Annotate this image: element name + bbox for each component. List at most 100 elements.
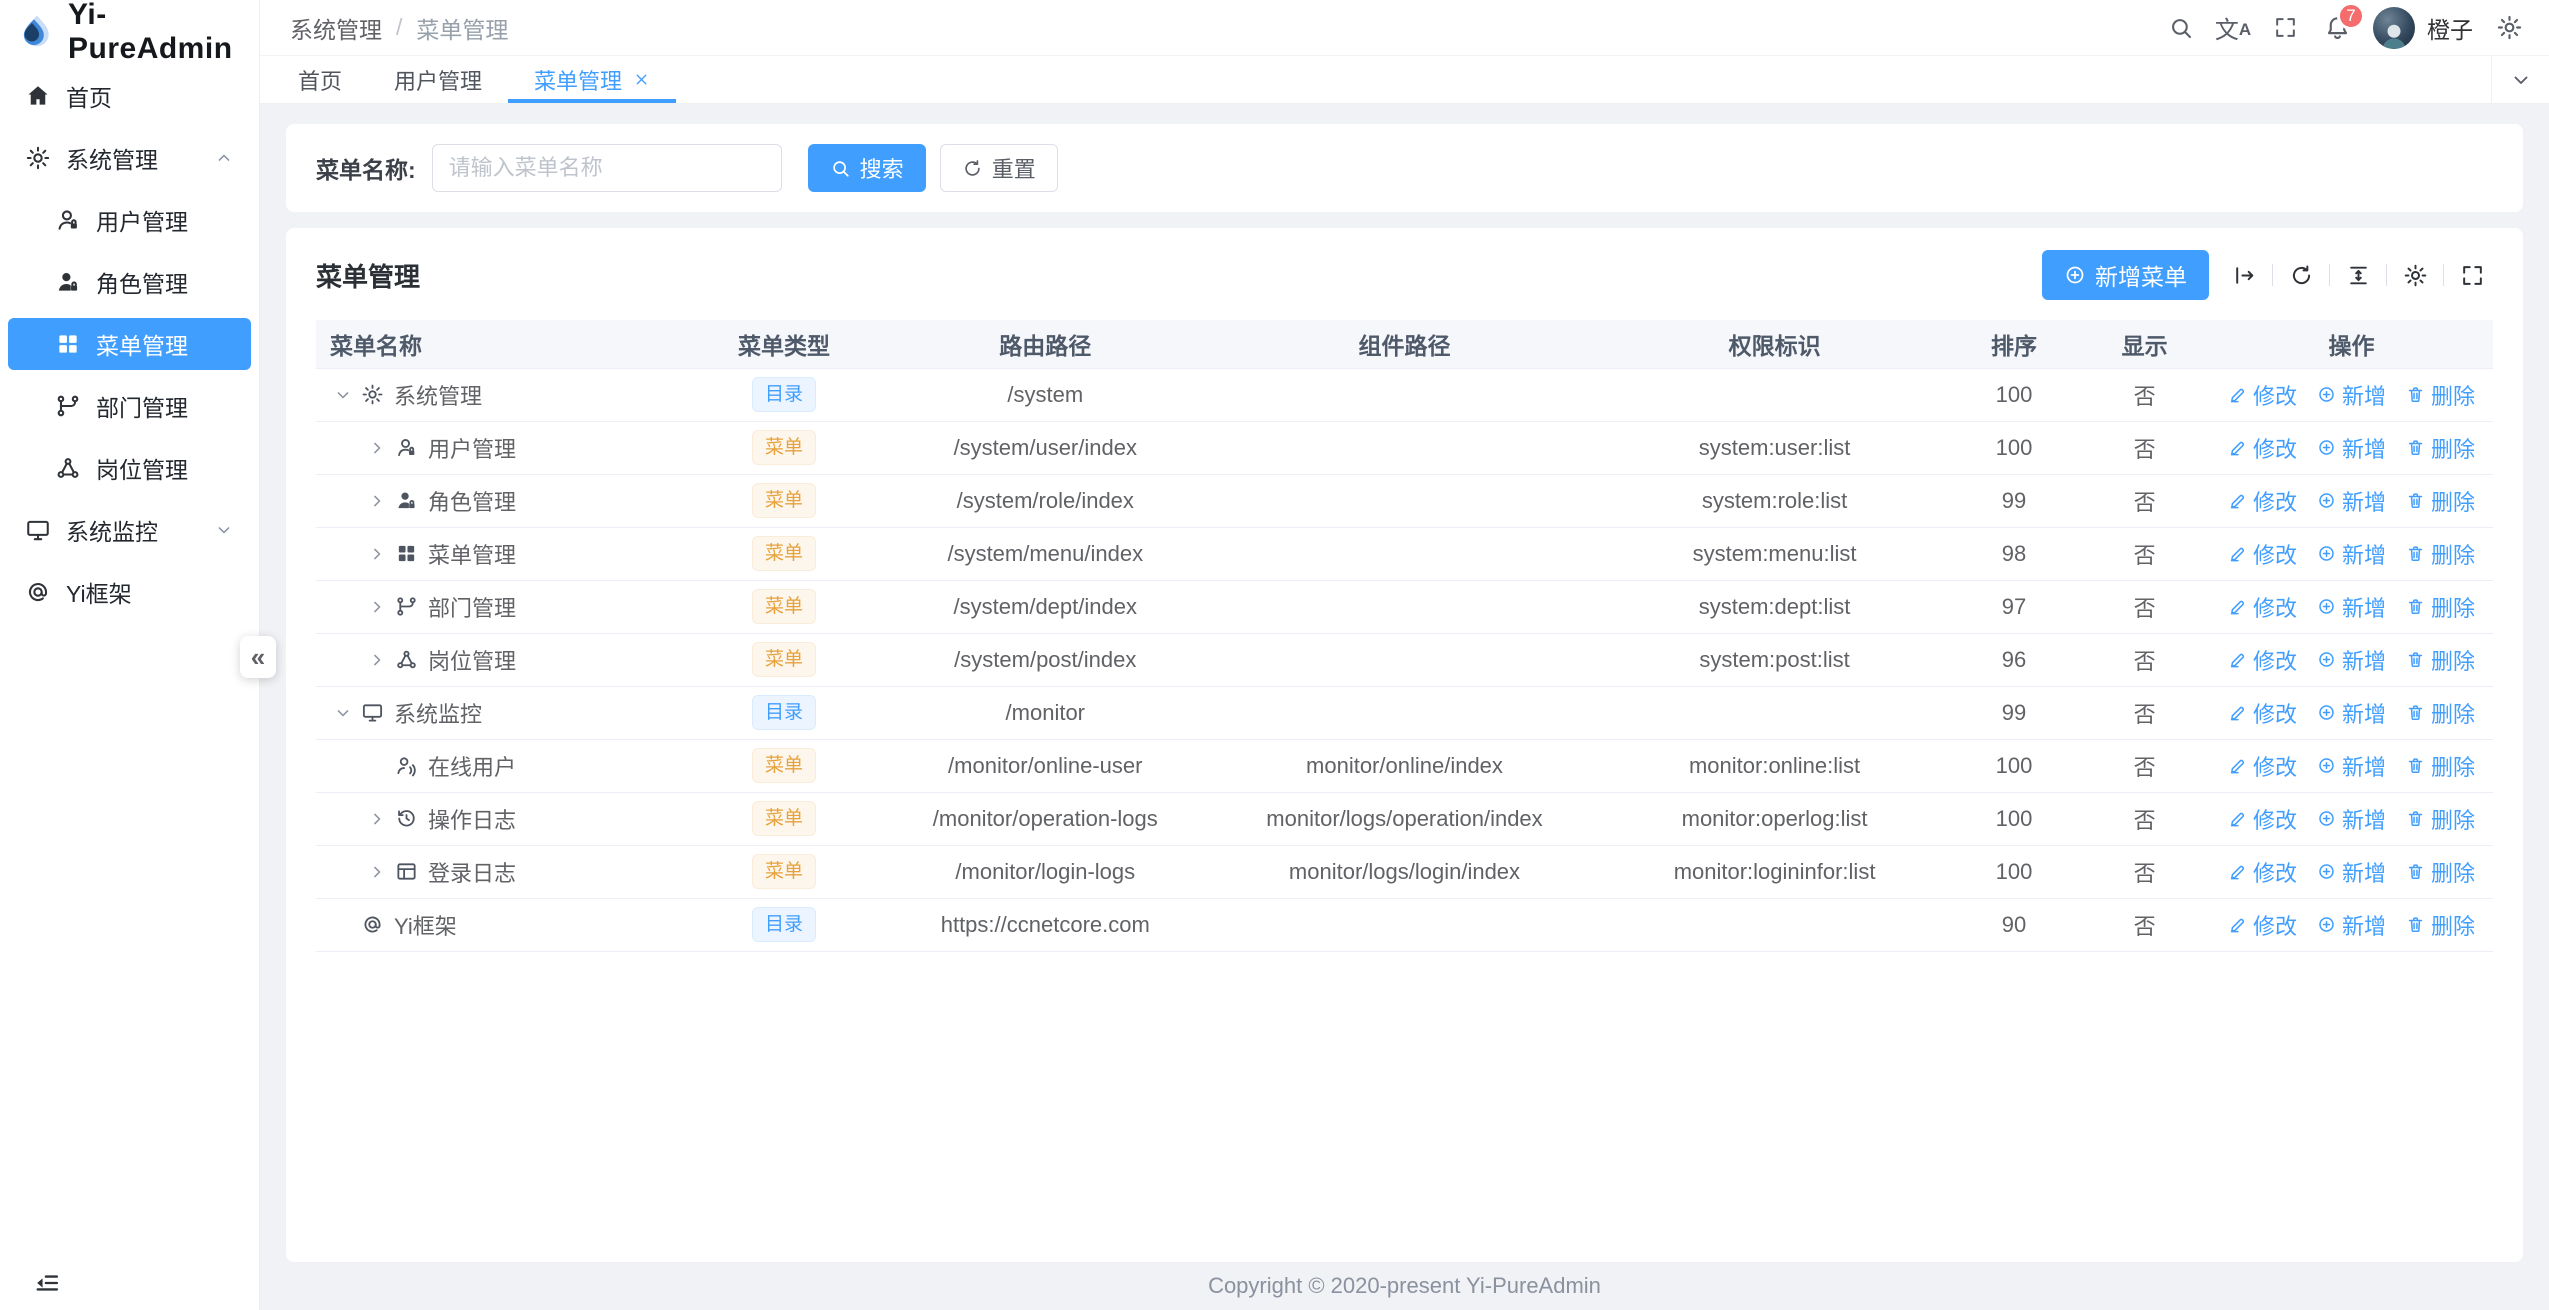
menu-type-tag: 目录 bbox=[752, 377, 817, 412]
delete-button-label: 删除 bbox=[2430, 436, 2475, 462]
sidebar-item[interactable]: 系统监控 bbox=[8, 504, 251, 556]
menu-table: 菜单名称 菜单类型 路由路径 组件路径 权限标识 排序 显示 操作 系统管理 目录/system… bbox=[316, 320, 2493, 952]
delete-button[interactable]: 删除 bbox=[2406, 750, 2475, 782]
menu-name-input[interactable] bbox=[431, 144, 782, 192]
tree-toggle-expand[interactable] bbox=[364, 647, 390, 673]
edit-button-label: 修改 bbox=[2252, 436, 2297, 462]
tree-toggle-expand[interactable] bbox=[364, 435, 390, 461]
menu-name-cell: 岗位管理 bbox=[316, 633, 687, 687]
gear-icon bbox=[24, 144, 52, 172]
sidebar-item[interactable]: 菜单管理 bbox=[8, 318, 251, 370]
column-settings-icon[interactable] bbox=[2394, 254, 2436, 296]
edit-button[interactable]: 修改 bbox=[2228, 432, 2297, 464]
delete-button[interactable]: 删除 bbox=[2406, 379, 2475, 411]
sidebar-item[interactable]: 用户管理 bbox=[8, 194, 251, 246]
breadcrumb-item[interactable]: 系统管理 bbox=[290, 16, 382, 43]
app-logo[interactable]: Yi-PureAdmin bbox=[0, 0, 259, 65]
sort-cell: 100 bbox=[1948, 421, 2080, 475]
menu-type-cell: 菜单 bbox=[686, 474, 882, 528]
route-cell: /monitor bbox=[882, 686, 1209, 740]
add-button[interactable]: 新增 bbox=[2317, 432, 2386, 464]
sidebar-item[interactable]: 首页 bbox=[8, 70, 251, 122]
add-button[interactable]: 新增 bbox=[2317, 803, 2386, 835]
settings-gear-icon[interactable] bbox=[2483, 0, 2535, 56]
refresh-icon[interactable] bbox=[2280, 254, 2322, 296]
edit-button[interactable]: 修改 bbox=[2228, 485, 2297, 517]
tree-toggle-expand[interactable] bbox=[364, 488, 390, 514]
sidebar-item[interactable]: Yi框架 bbox=[8, 566, 251, 618]
delete-button[interactable]: 删除 bbox=[2406, 485, 2475, 517]
reset-button[interactable]: 重置 bbox=[939, 144, 1058, 192]
delete-button[interactable]: 删除 bbox=[2406, 803, 2475, 835]
expand-collapse-icon[interactable] bbox=[2223, 254, 2265, 296]
search-icon[interactable] bbox=[2155, 0, 2207, 56]
edit-button-label: 修改 bbox=[2252, 754, 2297, 780]
add-button[interactable]: 新增 bbox=[2317, 750, 2386, 782]
add-button[interactable]: 新增 bbox=[2317, 909, 2386, 941]
fullscreen-icon[interactable] bbox=[2259, 0, 2311, 56]
add-button[interactable]: 新增 bbox=[2317, 591, 2386, 623]
sidebar-item[interactable]: 部门管理 bbox=[8, 380, 251, 432]
delete-button[interactable]: 删除 bbox=[2406, 591, 2475, 623]
breadcrumb-separator: / bbox=[396, 14, 403, 40]
delete-button-label: 删除 bbox=[2430, 860, 2475, 886]
delete-button[interactable]: 删除 bbox=[2406, 909, 2475, 941]
delete-button[interactable]: 删除 bbox=[2406, 538, 2475, 570]
add-button[interactable]: 新增 bbox=[2317, 485, 2386, 517]
tab[interactable]: 菜单管理 bbox=[508, 56, 677, 103]
add-button[interactable]: 新增 bbox=[2317, 697, 2386, 729]
tree-toggle-collapse[interactable] bbox=[330, 382, 356, 408]
tree-toggle-expand[interactable] bbox=[364, 594, 390, 620]
add-button[interactable]: 新增 bbox=[2317, 856, 2386, 888]
edit-button[interactable]: 修改 bbox=[2228, 803, 2297, 835]
delete-button[interactable]: 删除 bbox=[2406, 697, 2475, 729]
bell-icon[interactable]: 7 bbox=[2311, 0, 2365, 56]
edit-button[interactable]: 修改 bbox=[2228, 856, 2297, 888]
component-cell bbox=[1208, 527, 1601, 581]
edit-button[interactable]: 修改 bbox=[2228, 379, 2297, 411]
search-button[interactable]: 搜索 bbox=[807, 144, 926, 192]
actions-cell: 修改 新增 删除 bbox=[2209, 421, 2493, 475]
tree-toggle-collapse[interactable] bbox=[330, 700, 356, 726]
add-menu-button-label: 新增菜单 bbox=[2095, 264, 2187, 290]
sidebar-item[interactable]: 角色管理 bbox=[8, 256, 251, 308]
delete-button[interactable]: 删除 bbox=[2406, 644, 2475, 676]
sidebar-item[interactable]: 岗位管理 bbox=[8, 442, 251, 494]
tab[interactable]: 首页 bbox=[272, 56, 368, 103]
density-icon[interactable] bbox=[2337, 254, 2379, 296]
add-button[interactable]: 新增 bbox=[2317, 538, 2386, 570]
menu-fold-icon[interactable] bbox=[30, 1266, 64, 1300]
edit-button[interactable]: 修改 bbox=[2228, 909, 2297, 941]
user-menu[interactable]: 橙子 bbox=[2363, 6, 2483, 49]
sidebar-collapse-button[interactable]: « bbox=[240, 636, 276, 678]
tab-label: 菜单管理 bbox=[534, 68, 623, 94]
edit-button[interactable]: 修改 bbox=[2228, 591, 2297, 623]
search-icon bbox=[830, 158, 851, 179]
tree-toggle-expand[interactable] bbox=[364, 859, 390, 885]
edit-button[interactable]: 修改 bbox=[2228, 644, 2297, 676]
tabs-more-chevron-down-icon[interactable] bbox=[2491, 56, 2549, 103]
fullscreen-icon[interactable] bbox=[2451, 254, 2493, 296]
user-icon bbox=[54, 206, 82, 234]
edit-button[interactable]: 修改 bbox=[2228, 750, 2297, 782]
edit-button[interactable]: 修改 bbox=[2228, 538, 2297, 570]
menu-name: 角色管理 bbox=[428, 489, 517, 515]
add-button[interactable]: 新增 bbox=[2317, 644, 2386, 676]
edit-pencil-icon bbox=[2228, 915, 2248, 935]
sidebar-item[interactable]: 系统管理 bbox=[8, 132, 251, 184]
actions-cell: 修改 新增 删除 bbox=[2209, 580, 2493, 634]
edit-pencil-icon bbox=[2228, 544, 2248, 564]
tree-toggle-expand[interactable] bbox=[364, 541, 390, 567]
delete-button[interactable]: 删除 bbox=[2406, 856, 2475, 888]
tree-toggle-expand[interactable] bbox=[364, 806, 390, 832]
menu-type-cell: 目录 bbox=[686, 686, 882, 740]
edit-button[interactable]: 修改 bbox=[2228, 697, 2297, 729]
delete-button[interactable]: 删除 bbox=[2406, 432, 2475, 464]
add-menu-button[interactable]: 新增菜单 bbox=[2042, 250, 2209, 300]
menu-type-cell: 菜单 bbox=[686, 739, 882, 793]
plus-circle-icon bbox=[2317, 862, 2337, 882]
add-button[interactable]: 新增 bbox=[2317, 379, 2386, 411]
close-tab-icon[interactable] bbox=[632, 71, 650, 89]
tab[interactable]: 用户管理 bbox=[368, 56, 508, 103]
